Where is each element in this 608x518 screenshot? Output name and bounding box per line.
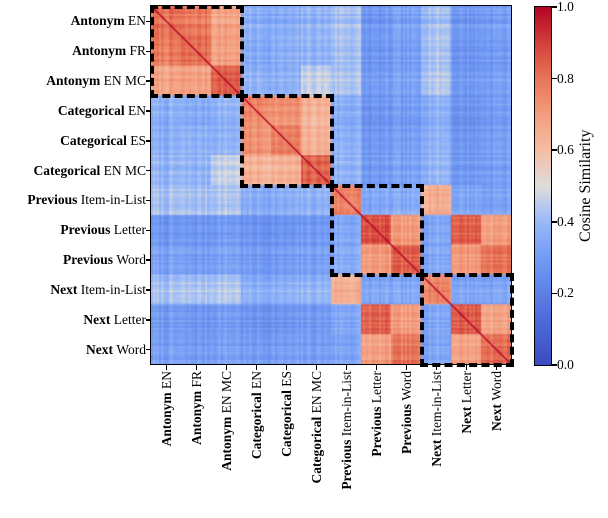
y-axis-label: Antonym EN (70, 13, 146, 29)
colorbar-tick (551, 6, 557, 8)
axis-tick (465, 365, 468, 370)
colorbar-tick-label: 0.6 (557, 142, 574, 158)
colorbar-tick (551, 149, 557, 151)
y-axis-label: Categorical EN (57, 102, 146, 118)
colorbar-tick (551, 292, 557, 295)
axis-tick (146, 199, 151, 202)
x-axis-label: Categorical EN MC (308, 370, 324, 484)
x-axis-label: Antonym EN MC (218, 370, 234, 471)
y-axis-label: Antonym FR (72, 43, 146, 59)
x-axis-label: Antonym FR (188, 370, 204, 445)
colorbar-tick-label: 0.8 (557, 70, 574, 86)
colorbar-tick-label: 0.0 (557, 357, 574, 372)
axis-tick (255, 365, 258, 370)
axis-tick (146, 319, 151, 321)
x-axis-label: Previous Letter (368, 370, 384, 457)
axis-tick (146, 348, 151, 351)
y-axis-label: Antonym EN MC (46, 73, 146, 89)
x-axis-label: Next Item-in-List (428, 370, 444, 467)
axis-tick (165, 365, 168, 370)
y-axis-label: Categorical ES (60, 132, 146, 148)
axis-tick (146, 259, 151, 261)
x-axis-label: Categorical EN (248, 370, 264, 459)
y-axis-label: Next Letter (83, 311, 146, 327)
colorbar (533, 5, 552, 366)
x-axis-label: Next Word (488, 370, 504, 431)
x-axis-label: Categorical ES (278, 370, 294, 457)
y-axis-label: Previous Letter (60, 222, 146, 238)
x-axis-label: Previous Item-in-List (338, 370, 354, 490)
axis-tick (225, 365, 228, 370)
axis-tick (375, 365, 378, 370)
x-axis-label: Antonym EN (158, 370, 174, 446)
axis-tick (146, 80, 151, 82)
axis-tick (285, 365, 288, 370)
axis-tick (435, 365, 438, 370)
axis-tick (146, 50, 151, 52)
y-axis-label: Next Item-in-List (50, 281, 146, 297)
y-axis-label: Categorical EN MC (33, 162, 147, 178)
similarity-heatmap (150, 5, 512, 365)
axis-tick (146, 169, 151, 172)
axis-tick (345, 365, 348, 370)
colorbar-tick (551, 77, 557, 80)
x-axis-label: Previous Word (398, 370, 414, 454)
y-axis-label: Previous Word (62, 252, 146, 268)
axis-tick (405, 365, 408, 370)
axis-tick (146, 289, 151, 291)
colorbar-tick-label: 1.0 (557, 0, 574, 14)
y-axis-label: Previous Item-in-List (27, 192, 146, 208)
x-axis-label: Next Letter (458, 370, 474, 434)
axis-tick (195, 365, 198, 370)
colorbar-tick-label: 0.4 (557, 213, 574, 229)
colorbar-tick-label: 0.2 (557, 285, 574, 301)
y-axis-label: Next Word (85, 341, 146, 357)
colorbar-axis-label: Cosine Similarity (577, 129, 594, 242)
axis-tick (146, 20, 151, 23)
axis-tick (146, 229, 151, 231)
colorbar-tick (551, 364, 557, 366)
axis-tick (146, 140, 151, 142)
axis-tick (495, 365, 498, 370)
axis-tick (315, 365, 318, 370)
colorbar-tick (551, 221, 557, 223)
axis-tick (146, 110, 151, 112)
